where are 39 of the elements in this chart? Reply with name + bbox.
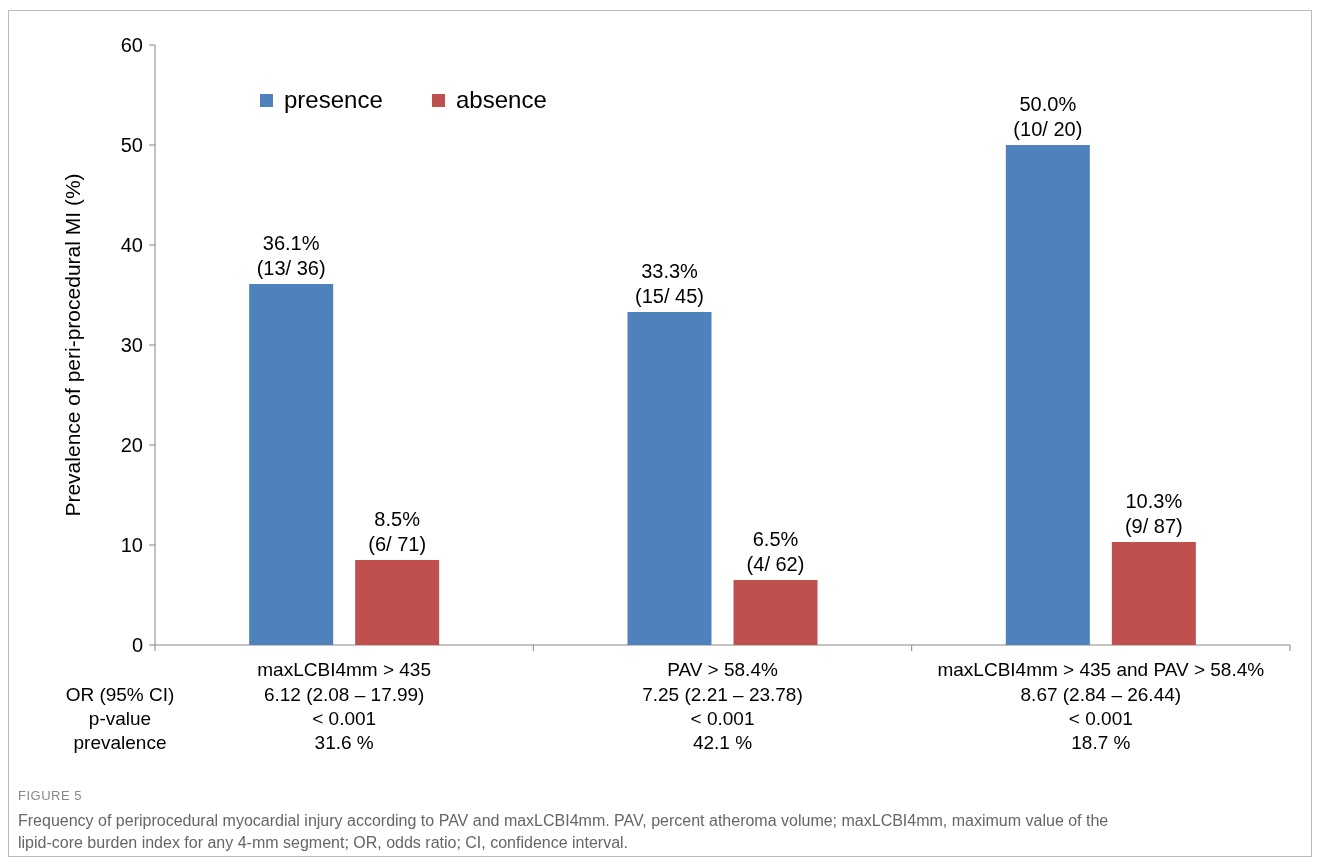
bar: [249, 284, 334, 645]
legend-label: absence: [456, 86, 547, 114]
x-tick-label: maxLCBI4mm > 435: [257, 659, 432, 680]
text: 42.1 %: [692, 732, 753, 753]
y-tick-label: 40: [120, 234, 143, 256]
text: prevalence: [73, 732, 167, 753]
text: < 0.001: [1068, 708, 1133, 729]
y-tick-label: 10: [120, 534, 143, 556]
text: 31.6 %: [314, 732, 374, 753]
data-label: 50.0% (10/ 20): [1013, 93, 1083, 140]
text: < 0.001: [690, 708, 755, 729]
text: 7.25 (2.21 – 23.78): [642, 684, 803, 705]
text: 6.12 (2.08 – 17.99): [263, 684, 425, 705]
text: 8.67 (2.84 – 26.44): [1020, 684, 1182, 705]
data-label: 33.3% (15/ 45): [635, 260, 704, 307]
text: OR (95% CI): [65, 684, 175, 705]
data-label: 36.1% (13/ 36): [256, 232, 326, 279]
y-tick-label: 30: [120, 334, 143, 356]
bar: [1005, 145, 1090, 645]
legend-label: presence: [284, 86, 383, 114]
bar: [733, 580, 818, 645]
text: 18.7 %: [1071, 732, 1131, 753]
text: Frequency of periprocedural myocardial injury according to PAV and maxLCBI4mm. PAV, percent atheroma volume; maxLCBI4mm, maximum value of the lipid-core burden index for any 4-mm segment; OR, odds ratio; CI, confidence interval.: [18, 812, 1109, 851]
x-tick-label: maxLCBI4mm > 435 and PAV > 58.4%: [937, 659, 1265, 680]
text: p-value: [88, 708, 152, 729]
x-tick-label: PAV > 58.4%: [667, 659, 778, 680]
y-tick-label: 0: [131, 634, 143, 656]
bar: [355, 560, 440, 645]
data-label: 10.3% (9/ 87): [1124, 490, 1183, 537]
y-axis-title: Prevalence of peri-procedural MI (%): [61, 173, 84, 517]
caption: FIGURE 5: [18, 788, 82, 803]
data-label: 6.5% (4/ 62): [746, 528, 805, 575]
bar: [1111, 542, 1196, 645]
y-tick-label: 50: [120, 134, 143, 156]
y-tick-label: 60: [120, 34, 143, 56]
y-tick-label: 20: [120, 434, 143, 456]
data-label: 8.5% (6/ 71): [368, 508, 427, 555]
text: < 0.001: [312, 708, 377, 729]
bar: [627, 312, 712, 645]
